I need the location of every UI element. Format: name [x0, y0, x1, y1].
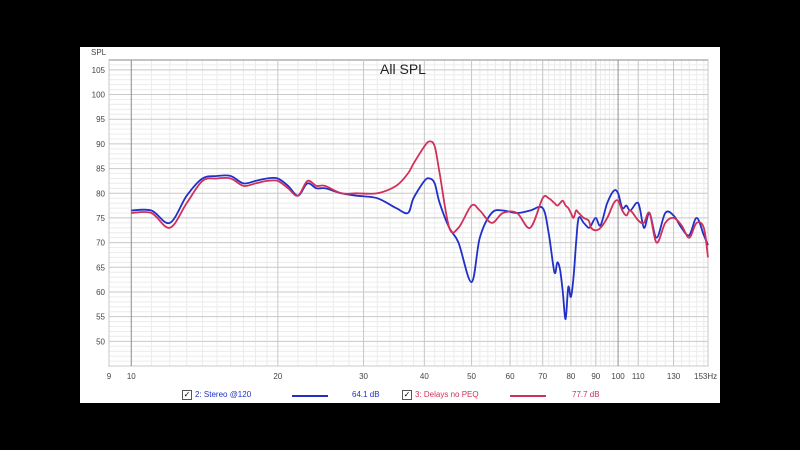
x-tick-label: 40	[420, 372, 429, 381]
legend-swatch-series-2	[510, 395, 546, 397]
x-tick-label: 50	[467, 372, 476, 381]
x-tick-label: 100	[611, 372, 625, 381]
x-tick-label: 9	[107, 372, 112, 381]
y-tick-label: 80	[96, 189, 105, 198]
legend-checkbox-series-2[interactable]: ✓	[402, 390, 412, 400]
spl-chart: 50 55 60 65 70 75 80 85 90 95 100 105 9 10 20 30 40 50 60…	[91, 48, 717, 381]
y-tick-label: 70	[96, 239, 105, 248]
legend-label-series-1: 2: Stereo @120	[195, 390, 252, 400]
x-tick-labels: 9 10 20 30 40 50 60 70 80 90 100 110 130 153Hz	[107, 372, 717, 381]
x-tick-label: 110	[632, 372, 645, 381]
grid-minor	[108, 59, 708, 366]
x-tick-label: 70	[538, 372, 547, 381]
chart-title: All SPL	[380, 61, 426, 77]
y-tick-label: 55	[96, 313, 105, 322]
legend-value-series-1: 64.1 dB	[352, 390, 380, 399]
y-axis-label: SPL	[91, 48, 107, 57]
y-tick-label: 60	[96, 288, 105, 297]
legend-item-series-1[interactable]: ✓ 2: Stereo @120	[182, 390, 251, 400]
chart-panel: 50 55 60 65 70 75 80 85 90 95 100 105 9 10 20 30 40 50 60…	[80, 47, 720, 403]
grid-major	[108, 59, 709, 367]
y-tick-label: 50	[96, 337, 105, 346]
y-tick-label: 85	[96, 165, 105, 174]
x-tick-label: 30	[359, 372, 368, 381]
x-tick-label: 153Hz	[694, 372, 717, 381]
series-line-2	[131, 140, 709, 258]
x-tick-label: 130	[667, 372, 681, 381]
x-tick-label: 10	[127, 372, 136, 381]
y-tick-label: 95	[96, 115, 105, 124]
y-tick-label: 90	[96, 140, 105, 149]
legend-item-series-2[interactable]: ✓ 3: Delays no PEQ	[402, 390, 479, 400]
legend-label-series-2: 3: Delays no PEQ	[415, 390, 479, 400]
legend-checkbox-series-1[interactable]: ✓	[182, 390, 192, 400]
x-tick-label: 80	[566, 372, 575, 381]
legend-value-series-2: 77.7 dB	[572, 390, 600, 399]
series-layer	[131, 140, 709, 321]
x-tick-label: 90	[591, 372, 600, 381]
y-tick-label: 75	[96, 214, 105, 223]
y-tick-labels: 50 55 60 65 70 75 80 85 90 95 100 105	[92, 66, 106, 346]
legend-swatch-series-1	[292, 395, 328, 397]
x-tick-label: 60	[506, 372, 515, 381]
y-tick-label: 65	[96, 263, 105, 272]
y-tick-label: 105	[92, 66, 106, 75]
y-tick-label: 100	[92, 91, 106, 100]
x-tick-label: 20	[273, 372, 282, 381]
